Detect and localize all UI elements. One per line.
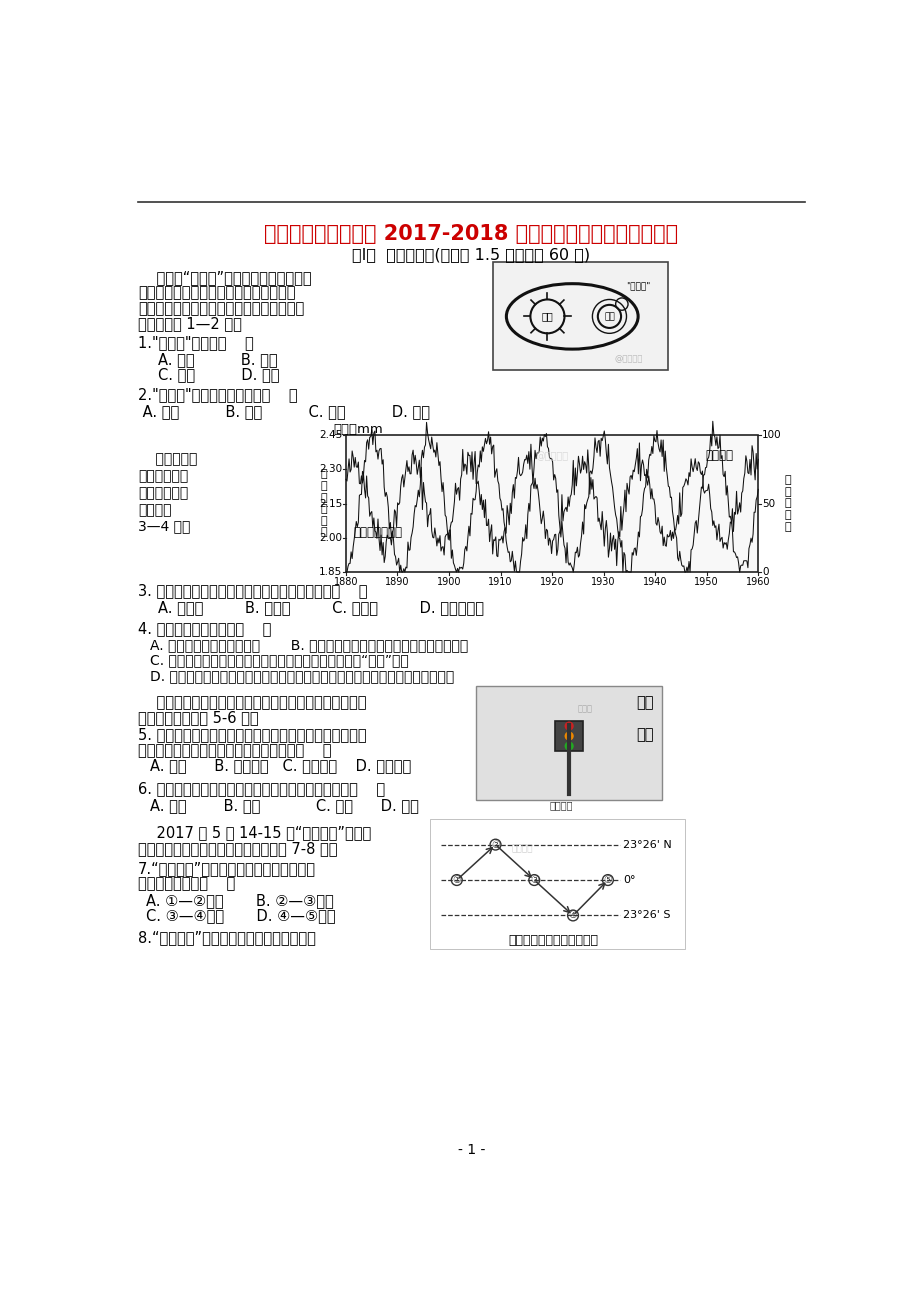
Text: 8.“一幦一路”国际合作高峰论坛举办期间，: 8.“一幦一路”国际合作高峰论坛举办期间，	[138, 930, 316, 945]
Bar	[346, 435, 757, 572]
Text: 图，完成: 图，完成	[138, 503, 172, 517]
Text: - 1 -: - 1 -	[458, 1143, 484, 1157]
Text: D. 太阳活动时，太阳风使两极地区出现极光，从而影响中高纬度地区树木的生长: D. 太阳活动时，太阳风使两极地区出现极光，从而影响中高纬度地区树木的生长	[150, 669, 454, 684]
Text: 2.30: 2.30	[319, 465, 342, 474]
Circle shape	[490, 840, 501, 850]
Text: 亮度会出现变化，你认为影响因素主要是（    ）: 亮度会出现变化，你认为影响因素主要是（ ）	[138, 743, 332, 758]
Text: @正确教育: @正确教育	[535, 452, 568, 461]
Circle shape	[564, 723, 573, 730]
Text: 与温带乔木年: 与温带乔木年	[138, 469, 188, 483]
Bar	[554, 720, 583, 751]
Text: 四川省邻水实验学校 2017-2018 学年高一地理上学期期中试题: 四川省邻水实验学校 2017-2018 学年高一地理上学期期中试题	[264, 224, 678, 243]
Text: A. 行星          B. 恒星: A. 行星 B. 恒星	[157, 352, 277, 367]
Text: 100: 100	[761, 430, 781, 440]
Text: 行星: 行星	[604, 312, 614, 320]
Text: 2."蓝月亮"上的光照可能来自（    ）: 2."蓝月亮"上的光照可能来自（ ）	[138, 387, 298, 402]
Circle shape	[564, 732, 573, 740]
Text: ①: ①	[452, 875, 460, 885]
Text: 2.45: 2.45	[319, 430, 342, 440]
Text: 3. 图中年轮宽度与太阳黑子相对数之间的关系是（    ）: 3. 图中年轮宽度与太阳黑子相对数之间的关系是（ ）	[138, 583, 368, 598]
Text: 1.85: 1.85	[319, 568, 342, 577]
Circle shape	[602, 875, 613, 885]
Text: A. 拉萨        B. 重庆            C. 大庆      D. 海口: A. 拉萨 B. 重庆 C. 大庆 D. 海口	[150, 798, 418, 814]
Text: 体，据推测它本身不发光，但该天体上光照: 体，据推测它本身不发光，但该天体上光照	[138, 301, 304, 316]
Text: 1950: 1950	[694, 577, 719, 587]
Text: 1890: 1890	[385, 577, 409, 587]
Text: 0°: 0°	[623, 875, 635, 885]
Text: 23°26' N: 23°26' N	[623, 840, 672, 850]
Text: 3—4 题。: 3—4 题。	[138, 519, 190, 534]
Text: 2.15: 2.15	[319, 499, 342, 509]
Text: 第Ⅰ卷  单项选择题(每小题 1.5 分，总分 60 分): 第Ⅰ卷 单项选择题(每小题 1.5 分，总分 60 分)	[352, 247, 590, 262]
Text: 信号灯。据此完成 5-6 题。: 信号灯。据此完成 5-6 题。	[138, 711, 258, 725]
Text: 平
均
年
轮
宽
度: 平 均 年 轮 宽 度	[321, 470, 327, 538]
Text: 单位：mm: 单位：mm	[334, 423, 383, 436]
Text: 灯的: 灯的	[635, 728, 652, 742]
Text: 出的銀河系中一个可能孕育生命的外星天: 出的銀河系中一个可能孕育生命的外星天	[138, 285, 295, 301]
Text: 1920: 1920	[539, 577, 563, 587]
Circle shape	[564, 742, 573, 750]
Text: 注意安全: 注意安全	[550, 799, 573, 810]
Text: 1930: 1930	[591, 577, 615, 587]
Bar	[493, 263, 667, 370]
Text: 1940: 1940	[642, 577, 666, 587]
Text: 1910: 1910	[488, 577, 512, 587]
Circle shape	[528, 875, 539, 885]
Bar	[429, 819, 685, 949]
Text: "蓝月亮": "蓝月亮"	[625, 281, 650, 290]
Text: C. ③—④之间       D. ④—⑤之间: C. ③—④之间 D. ④—⑤之间	[146, 909, 335, 923]
Text: 硬教育: 硬教育	[576, 704, 592, 713]
Text: 图中的“蓝月亮”为科学家用计算机模拟: 图中的“蓝月亮”为科学家用计算机模拟	[138, 271, 312, 285]
Text: 23°26' S: 23°26' S	[623, 910, 670, 921]
Text: 黑
子
相
对
数: 黑 子 相 对 数	[784, 475, 790, 531]
Text: 良好。完成 1—2 题。: 良好。完成 1—2 题。	[138, 316, 242, 332]
Circle shape	[567, 910, 578, 921]
Text: ③: ③	[529, 875, 538, 885]
Text: C. 太阳活动时，抛出的带电粒子流扰动地球磁场，产生“磁暴”现象: C. 太阳活动时，抛出的带电粒子流扰动地球磁场，产生“磁暴”现象	[150, 654, 408, 668]
Text: 正确教育: 正确教育	[511, 844, 533, 853]
Bar	[476, 686, 662, 799]
Text: 作高峰论坛于北京召开。读图回答下列 7-8 题。: 作高峰论坛于北京召开。读图回答下列 7-8 题。	[138, 841, 337, 855]
Text: A. ①—②之间       B. ②—③之间: A. ①—②之间 B. ②—③之间	[146, 893, 334, 907]
Text: 50: 50	[761, 499, 775, 509]
Text: 1."蓝月亮"应属于（    ）: 1."蓝月亮"应属于（ ）	[138, 335, 254, 350]
Text: 恒星: 恒星	[541, 311, 552, 322]
Text: 太阳黑子相对数: 太阳黑子相对数	[353, 526, 403, 539]
Text: 7.“一带一路”国际合作高峰论坛举办期间，: 7.“一带一路”国际合作高峰论坛举办期间，	[138, 861, 316, 876]
Text: @正确教育: @正确教育	[614, 354, 642, 363]
Text: 1960: 1960	[745, 577, 770, 587]
Text: 1900: 1900	[437, 577, 460, 587]
Text: 5. 有人注意到在某一星期的白天中，同一太阳能交通信号: 5. 有人注意到在某一星期的白天中，同一太阳能交通信号	[138, 728, 367, 742]
Text: A. 太阳          B. 地球          C. 行星          D. 恒星: A. 太阳 B. 地球 C. 行星 D. 恒星	[138, 404, 430, 419]
Text: A. 海拔      B. 电网供电   C. 阴晴状况    D. 交通流量: A. 海拔 B. 电网供电 C. 阴晴状况 D. 交通流量	[150, 758, 411, 773]
Text: 4. 此图所反映的问题是（    ）: 4. 此图所反映的问题是（ ）	[138, 621, 271, 637]
Text: ④: ④	[568, 910, 577, 921]
Text: 交通的十字路口处，我们经常见到如右图所示的太阳能: 交通的十字路口处，我们经常见到如右图所示的太阳能	[138, 695, 367, 710]
Text: 太阳直射点移动轨迹示意图: 太阳直射点移动轨迹示意图	[508, 935, 598, 948]
Text: ⑤: ⑤	[603, 875, 612, 885]
Text: 年轮宽度: 年轮宽度	[705, 449, 732, 462]
Text: 轮相关性曲线: 轮相关性曲线	[138, 486, 188, 500]
Text: 读太阳黑子: 读太阳黑子	[138, 452, 198, 466]
Text: C. 卫星          D. 彗星: C. 卫星 D. 彗星	[157, 367, 278, 383]
Text: 太阳直射点位于（    ）: 太阳直射点位于（ ）	[138, 876, 235, 891]
Text: 6. 下列哪一城市大量设置这种交通信号灯效果会更好（    ）: 6. 下列哪一城市大量设置这种交通信号灯效果会更好（ ）	[138, 781, 385, 797]
Circle shape	[451, 875, 461, 885]
Text: 交通: 交通	[635, 695, 652, 710]
Text: 2017 年 5 月 14-15 日“一带一路”国际合: 2017 年 5 月 14-15 日“一带一路”国际合	[138, 825, 371, 840]
Text: 2.00: 2.00	[319, 533, 342, 543]
Text: A. 正相关         B. 负相关         C. 成反比         D. 没有相关性: A. 正相关 B. 负相关 C. 成反比 D. 没有相关性	[157, 600, 483, 615]
Text: ②: ②	[491, 840, 499, 850]
Text: 1880: 1880	[334, 577, 357, 587]
Text: 0: 0	[761, 568, 767, 577]
Text: A. 太阳活动能影响地球气候       B. 太阳活动发射的电磁波能扰动地球的电离层: A. 太阳活动能影响地球气候 B. 太阳活动发射的电磁波能扰动地球的电离层	[150, 638, 468, 652]
